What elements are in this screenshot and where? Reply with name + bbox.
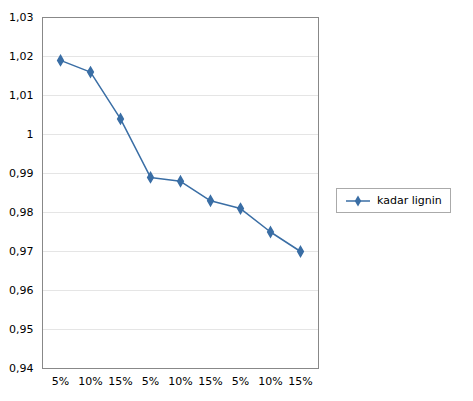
svg-text:10%: 10%	[168, 375, 192, 388]
svg-text:1,03: 1,03	[9, 11, 34, 24]
svg-text:0,97: 0,97	[9, 245, 34, 258]
svg-text:0,94: 0,94	[9, 362, 34, 375]
svg-text:10%: 10%	[258, 375, 282, 388]
svg-text:5%: 5%	[232, 375, 249, 388]
svg-text:0,99: 0,99	[9, 167, 34, 180]
svg-text:5%: 5%	[52, 375, 69, 388]
html-text:kadar lignin: kadar lignin	[377, 194, 442, 207]
svg-text:15%: 15%	[198, 375, 222, 388]
svg-text:10%: 10%	[78, 375, 102, 388]
svg-text:0,98: 0,98	[9, 206, 34, 219]
svg-text:1,02: 1,02	[9, 50, 34, 63]
svg-text:0,95: 0,95	[9, 323, 34, 336]
svg-text:1,01: 1,01	[9, 89, 34, 102]
svg-text:5%: 5%	[142, 375, 159, 388]
svg-text:15%: 15%	[108, 375, 132, 388]
svg-text:1: 1	[27, 128, 34, 141]
svg-text:0,96: 0,96	[9, 284, 34, 297]
svg-text:15%: 15%	[288, 375, 312, 388]
